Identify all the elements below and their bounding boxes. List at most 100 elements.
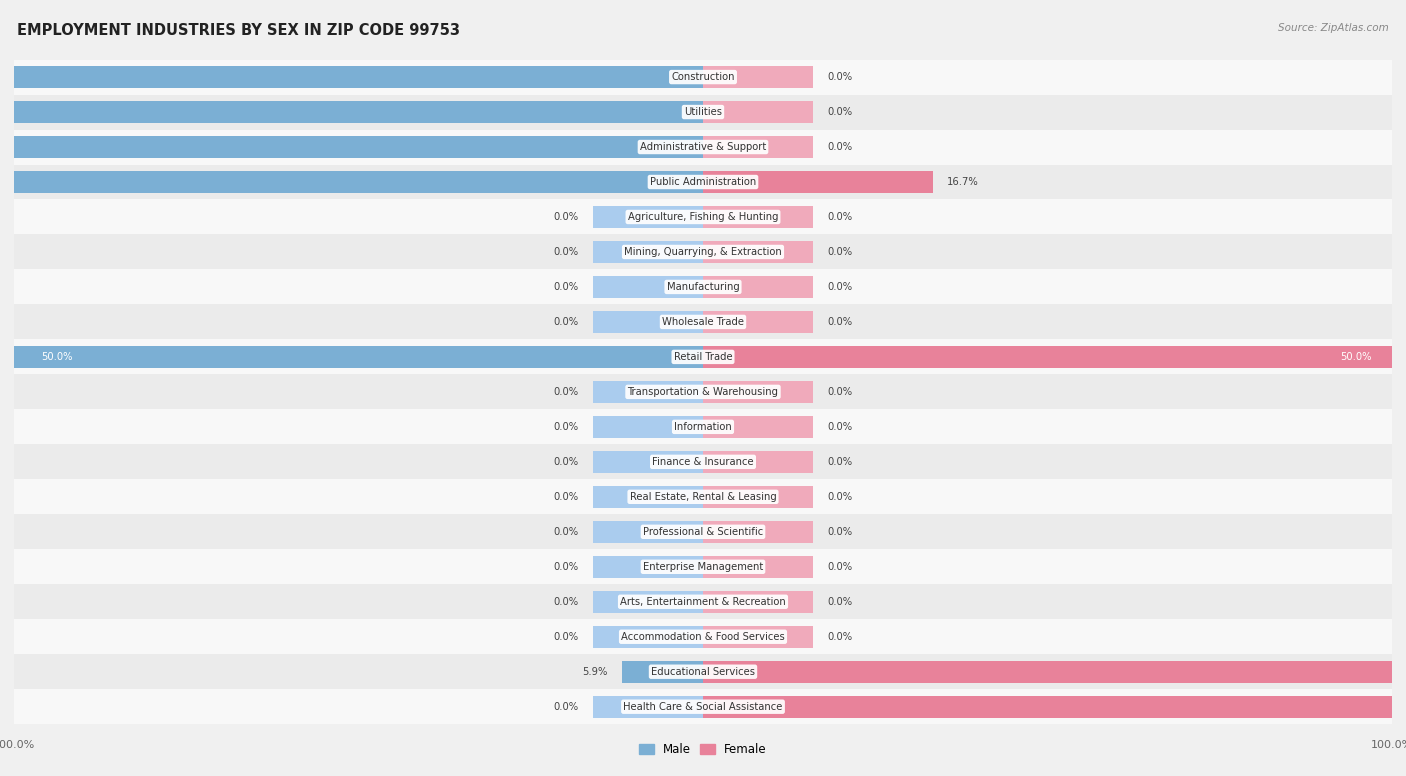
Bar [593, 416, 703, 438]
Text: Construction: Construction [671, 72, 735, 82]
Bar [703, 171, 934, 193]
Text: 0.0%: 0.0% [554, 282, 579, 292]
Text: Transportation & Warehousing: Transportation & Warehousing [627, 387, 779, 397]
Text: Wholesale Trade: Wholesale Trade [662, 317, 744, 327]
Bar [621, 661, 703, 683]
Text: 0.0%: 0.0% [554, 457, 579, 467]
Text: 0.0%: 0.0% [827, 492, 852, 502]
Text: 0.0%: 0.0% [554, 527, 579, 537]
Bar [593, 276, 703, 298]
Bar [0, 101, 703, 123]
Bar [703, 241, 813, 263]
Text: 0.0%: 0.0% [827, 632, 852, 642]
Bar [0, 136, 703, 158]
Text: Manufacturing: Manufacturing [666, 282, 740, 292]
Bar [703, 591, 813, 612]
Text: Utilities: Utilities [683, 107, 723, 117]
Bar [14, 410, 1392, 445]
Bar [703, 206, 813, 228]
Text: Professional & Scientific: Professional & Scientific [643, 527, 763, 537]
Bar [703, 381, 813, 403]
Bar [14, 584, 1392, 619]
Text: 0.0%: 0.0% [554, 212, 579, 222]
Text: Arts, Entertainment & Recreation: Arts, Entertainment & Recreation [620, 597, 786, 607]
Text: EMPLOYMENT INDUSTRIES BY SEX IN ZIP CODE 99753: EMPLOYMENT INDUSTRIES BY SEX IN ZIP CODE… [17, 23, 460, 38]
Bar [703, 101, 813, 123]
Text: Retail Trade: Retail Trade [673, 352, 733, 362]
Text: Source: ZipAtlas.com: Source: ZipAtlas.com [1278, 23, 1389, 33]
Bar [0, 171, 703, 193]
Bar [14, 130, 1392, 165]
Text: 0.0%: 0.0% [554, 317, 579, 327]
Bar [593, 311, 703, 333]
Text: 0.0%: 0.0% [554, 632, 579, 642]
Bar [593, 626, 703, 648]
Text: 0.0%: 0.0% [827, 247, 852, 257]
Text: Accommodation & Food Services: Accommodation & Food Services [621, 632, 785, 642]
Text: Finance & Insurance: Finance & Insurance [652, 457, 754, 467]
Bar [593, 696, 703, 718]
Bar [593, 521, 703, 542]
Bar [593, 486, 703, 508]
Bar [703, 521, 813, 542]
Text: Health Care & Social Assistance: Health Care & Social Assistance [623, 702, 783, 712]
Bar [703, 626, 813, 648]
Bar [703, 346, 1392, 368]
Text: 0.0%: 0.0% [827, 457, 852, 467]
Text: 0.0%: 0.0% [554, 247, 579, 257]
Bar [703, 276, 813, 298]
Bar [14, 339, 1392, 374]
Text: 0.0%: 0.0% [827, 317, 852, 327]
Bar [14, 549, 1392, 584]
Text: 0.0%: 0.0% [827, 527, 852, 537]
Bar [14, 480, 1392, 514]
Text: Enterprise Management: Enterprise Management [643, 562, 763, 572]
Bar [703, 451, 813, 473]
Bar [14, 199, 1392, 234]
Text: 0.0%: 0.0% [827, 562, 852, 572]
Bar [14, 654, 1392, 689]
Text: 50.0%: 50.0% [1340, 352, 1371, 362]
Bar [593, 451, 703, 473]
Bar [703, 66, 813, 88]
Bar [14, 346, 703, 368]
Text: 0.0%: 0.0% [827, 422, 852, 432]
Text: Administrative & Support: Administrative & Support [640, 142, 766, 152]
Text: 0.0%: 0.0% [827, 597, 852, 607]
Bar [703, 486, 813, 508]
Bar [703, 311, 813, 333]
Text: 0.0%: 0.0% [827, 72, 852, 82]
Bar [703, 416, 813, 438]
Text: 0.0%: 0.0% [827, 107, 852, 117]
Bar [14, 234, 1392, 269]
Text: 0.0%: 0.0% [827, 142, 852, 152]
Bar [14, 95, 1392, 130]
Text: 5.9%: 5.9% [582, 667, 607, 677]
Text: 0.0%: 0.0% [827, 282, 852, 292]
Text: Real Estate, Rental & Leasing: Real Estate, Rental & Leasing [630, 492, 776, 502]
Bar [593, 381, 703, 403]
Text: 0.0%: 0.0% [554, 562, 579, 572]
Text: Public Administration: Public Administration [650, 177, 756, 187]
Text: 0.0%: 0.0% [554, 702, 579, 712]
Text: 50.0%: 50.0% [42, 352, 73, 362]
Bar [14, 445, 1392, 480]
Text: 0.0%: 0.0% [554, 387, 579, 397]
Text: Mining, Quarrying, & Extraction: Mining, Quarrying, & Extraction [624, 247, 782, 257]
Legend: Male, Female: Male, Female [634, 738, 772, 760]
Bar [703, 136, 813, 158]
Text: 16.7%: 16.7% [946, 177, 979, 187]
Bar [14, 165, 1392, 199]
Bar [14, 374, 1392, 410]
Bar [14, 689, 1392, 724]
Bar [593, 241, 703, 263]
Text: 0.0%: 0.0% [827, 212, 852, 222]
Bar [593, 206, 703, 228]
Bar [0, 66, 703, 88]
Text: Agriculture, Fishing & Hunting: Agriculture, Fishing & Hunting [627, 212, 779, 222]
Bar [14, 304, 1392, 339]
Text: 0.0%: 0.0% [554, 422, 579, 432]
Bar [703, 696, 1406, 718]
Bar [14, 619, 1392, 654]
Text: 0.0%: 0.0% [827, 387, 852, 397]
